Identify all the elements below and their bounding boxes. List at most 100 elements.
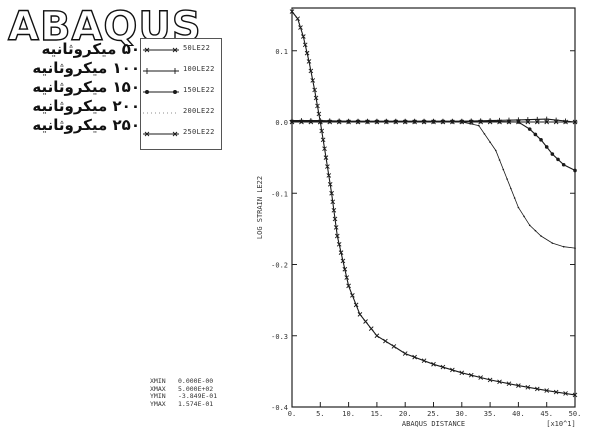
data-point — [497, 379, 502, 385]
data-point — [402, 351, 408, 356]
data-point — [544, 119, 550, 125]
data-point — [421, 358, 427, 364]
data-point — [510, 187, 512, 190]
data-point — [342, 266, 348, 272]
data-point — [421, 119, 427, 125]
data-point — [317, 119, 323, 125]
abaqus-logo: ABAQUS — [7, 3, 202, 46]
data-point — [374, 119, 380, 125]
data-point — [365, 119, 370, 125]
data-point — [350, 293, 355, 298]
series-line-50le22 — [291, 11, 576, 396]
data-point — [306, 59, 312, 64]
chart-legend: 50LE22 100LE22 150LE22 200LE22 250LE22 — [140, 38, 222, 150]
x-tick-label: 45. — [540, 410, 553, 418]
data-point — [468, 372, 474, 378]
data-point — [487, 377, 493, 383]
data-point — [384, 119, 389, 125]
data-point — [338, 250, 344, 255]
data-point — [431, 119, 436, 125]
data-point — [497, 119, 502, 125]
data-point — [313, 95, 319, 101]
data-point — [308, 119, 314, 125]
legend-label: 250LE22 — [183, 128, 215, 136]
data-point — [344, 275, 350, 280]
data-point — [336, 119, 342, 125]
data-point — [459, 370, 465, 376]
legend-label: 100LE22 — [183, 65, 215, 73]
stat-key: XMIN — [150, 377, 166, 385]
data-point — [295, 16, 300, 22]
data-point — [478, 119, 483, 125]
data-point — [440, 364, 446, 370]
x-tick-label: 40. — [512, 410, 525, 418]
plot-frame — [291, 7, 576, 408]
legend-entry: 200LE22 — [141, 106, 221, 120]
data-point — [301, 34, 306, 39]
data-point — [506, 178, 508, 180]
data-point — [357, 312, 363, 317]
data-point — [353, 302, 359, 308]
legend-swatch — [143, 90, 179, 94]
data-point — [383, 338, 388, 344]
data-point — [331, 208, 337, 213]
abaqus-logo-text: ABAQUS — [8, 4, 202, 46]
data-point — [525, 117, 531, 123]
stat-value: -3.849E-01 — [178, 392, 218, 400]
persian-label-200: ۲۰۰ میکروثانیه — [32, 97, 140, 115]
data-point — [516, 383, 521, 388]
data-point — [523, 215, 525, 218]
data-point — [391, 344, 397, 349]
data-point — [517, 206, 520, 209]
legend-label: 50LE22 — [183, 44, 211, 52]
data-point — [319, 128, 325, 134]
data-point — [374, 333, 380, 339]
y-axis-label: LOG STRAIN LE22 — [256, 176, 264, 239]
stat-row: YMAX 1.574E-01 — [150, 399, 250, 409]
legend-entry: 250LE22 — [141, 127, 221, 141]
stat-key: YMIN — [150, 392, 166, 400]
data-point — [315, 103, 320, 109]
legend-swatch — [143, 68, 179, 74]
data-point — [450, 367, 455, 373]
x-tick-label: 50. — [569, 410, 582, 418]
data-point — [561, 162, 566, 167]
y-tick-label: -0.3 — [271, 333, 288, 341]
stat-value: 0.000E-00 — [178, 377, 214, 385]
data-point — [330, 199, 336, 205]
data-point — [308, 68, 314, 74]
persian-time-labels: ۵۰ میکروثانیه ۱۰۰ میکروثانیه ۱۵۰ میکروثا… — [2, 40, 140, 135]
legend-swatch — [143, 131, 179, 137]
data-point — [327, 182, 333, 187]
x-tick-label: 0. — [288, 410, 296, 418]
data-point — [323, 155, 329, 160]
x-tick-label: 30. — [455, 410, 468, 418]
data-point — [440, 119, 446, 125]
data-point — [393, 119, 399, 125]
data-point — [494, 149, 497, 152]
legend-label: 200LE22 — [183, 107, 215, 115]
data-point — [289, 9, 295, 14]
data-point — [289, 119, 295, 125]
data-point — [544, 388, 550, 393]
data-point — [544, 145, 549, 149]
data-point — [355, 119, 361, 125]
data-point — [550, 152, 555, 156]
data-point — [534, 386, 540, 392]
data-point — [325, 164, 330, 169]
data-point — [332, 216, 338, 222]
series-line-150le22 — [292, 120, 576, 171]
legend-label: 150LE22 — [183, 86, 215, 94]
data-point — [363, 319, 368, 324]
y-tick-label: -0.4 — [271, 404, 288, 412]
data-point — [553, 119, 559, 125]
data-point — [489, 141, 491, 143]
x-axis-label: ABAQUS DISTANCE — [402, 420, 465, 428]
data-point — [534, 229, 537, 232]
stat-key: YMAX — [150, 399, 166, 408]
data-point — [346, 283, 351, 289]
stat-row: XMAX 5.000E+02 — [150, 385, 250, 394]
data-point — [574, 247, 576, 249]
data-point — [562, 245, 565, 248]
